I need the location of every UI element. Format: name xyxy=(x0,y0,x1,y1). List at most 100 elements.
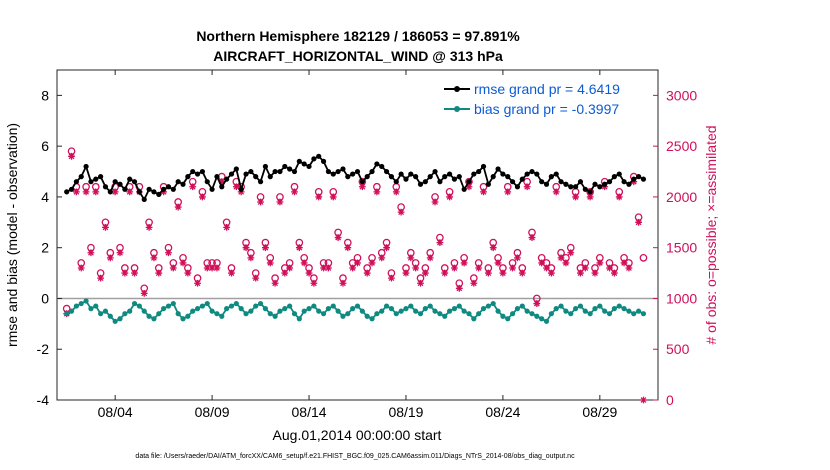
rmse-point xyxy=(534,171,540,177)
bias-point xyxy=(616,303,622,309)
obs-assimilated-point xyxy=(228,269,235,277)
bias-point xyxy=(417,311,424,317)
obs-assimilated-point xyxy=(581,264,589,272)
rmse-point xyxy=(136,189,142,195)
obs-assimilated-point xyxy=(392,188,400,196)
obs-assimilated-point xyxy=(77,264,85,272)
rmse-point xyxy=(257,179,264,185)
rmse-point xyxy=(631,176,637,182)
rmse-point xyxy=(146,186,152,192)
rmse-point xyxy=(243,171,249,177)
rmse-point xyxy=(558,179,564,185)
rmse-point xyxy=(379,163,385,170)
bias-point xyxy=(626,308,632,314)
rmse-point xyxy=(568,184,574,190)
rmse-point xyxy=(442,174,448,180)
obs-assimilated-point xyxy=(358,183,366,191)
bias-point xyxy=(277,308,283,314)
rmse-point xyxy=(354,168,361,175)
bias-point xyxy=(432,308,438,314)
bias-point xyxy=(442,313,448,319)
obs-assimilated-point xyxy=(543,264,550,272)
rmse-point xyxy=(219,184,225,190)
rmse-point xyxy=(408,171,414,177)
rmse-point xyxy=(277,168,283,175)
obs-assimilated-point xyxy=(562,259,570,267)
bias-point xyxy=(88,306,94,312)
bias-point xyxy=(190,308,196,314)
bias-point xyxy=(112,318,118,324)
rmse-point xyxy=(161,186,167,192)
bias-point xyxy=(413,308,419,314)
obs-assimilated-point xyxy=(615,193,623,201)
bias-point xyxy=(529,311,535,317)
obs-assimilated-point xyxy=(126,188,134,196)
rmse-point xyxy=(102,184,109,190)
rmse-point xyxy=(151,189,157,195)
obs-assimilated-point xyxy=(145,223,153,231)
bias-point xyxy=(102,308,109,314)
obs-assimilated-point xyxy=(407,254,415,262)
rmse-point xyxy=(500,171,506,177)
y-axis-label-right: # of obs: o=possible; ×=assimilated xyxy=(703,125,719,344)
bias-point xyxy=(219,313,225,319)
bias-point xyxy=(287,303,293,309)
rmse-point xyxy=(471,171,477,177)
rmse-point xyxy=(68,186,75,192)
rmse-point xyxy=(539,179,545,185)
obs-assimilated-point xyxy=(417,279,424,287)
obs-assimilated-point xyxy=(140,289,148,297)
obs-assimilated-point xyxy=(523,183,531,191)
rmse-point xyxy=(267,174,273,180)
obs-assimilated-point xyxy=(388,274,395,282)
rmse-point xyxy=(180,181,186,187)
bias-point xyxy=(505,316,511,322)
rmse-point xyxy=(437,179,443,185)
rmse-point xyxy=(83,163,89,170)
rmse-point xyxy=(548,174,554,180)
obs-assimilated-point xyxy=(635,218,643,226)
bias-point xyxy=(340,313,346,319)
rmse-point xyxy=(374,161,380,167)
bias-point xyxy=(611,306,617,312)
bias-point xyxy=(427,303,433,309)
rmse-point xyxy=(64,189,70,195)
rmse-point xyxy=(325,168,332,175)
obs-assimilated-point xyxy=(218,178,226,186)
rmse-point xyxy=(563,181,569,187)
rmse-point xyxy=(597,184,603,190)
obs-assimilated-point xyxy=(320,264,327,272)
rmse-point xyxy=(398,171,404,177)
obs-assimilated-point xyxy=(281,269,289,277)
rmse-point xyxy=(514,184,521,190)
rmse-point xyxy=(306,163,312,170)
bias-point xyxy=(388,306,395,312)
bias-point xyxy=(156,311,162,317)
rmse-point xyxy=(156,191,162,197)
rmse-point xyxy=(413,174,419,180)
rmse-point xyxy=(616,171,622,177)
rmse-point xyxy=(543,181,550,187)
rmse-point xyxy=(107,189,113,195)
bias-point xyxy=(83,298,89,304)
y-tick-label-left: 8 xyxy=(41,87,49,103)
obs-assimilated-point xyxy=(102,223,109,231)
rmse-point xyxy=(626,181,632,187)
rmse-point xyxy=(466,179,472,185)
obs-assimilated-point xyxy=(334,234,342,241)
bias-point xyxy=(422,306,428,312)
bias-point xyxy=(364,313,370,319)
bias-point xyxy=(480,306,487,312)
bias-point xyxy=(577,303,584,309)
obs-assimilated-point xyxy=(339,279,347,287)
obs-assimilated-point xyxy=(252,274,260,282)
bias-point xyxy=(320,311,327,317)
obs-assimilated-point xyxy=(329,193,337,201)
rmse-point xyxy=(262,163,269,170)
bias-point xyxy=(606,311,613,317)
bias-point xyxy=(199,303,206,309)
obs-assimilated-point xyxy=(557,254,565,262)
rmse-point xyxy=(524,171,530,177)
rmse-point xyxy=(427,174,433,180)
obs-assimilated-point xyxy=(552,188,560,196)
